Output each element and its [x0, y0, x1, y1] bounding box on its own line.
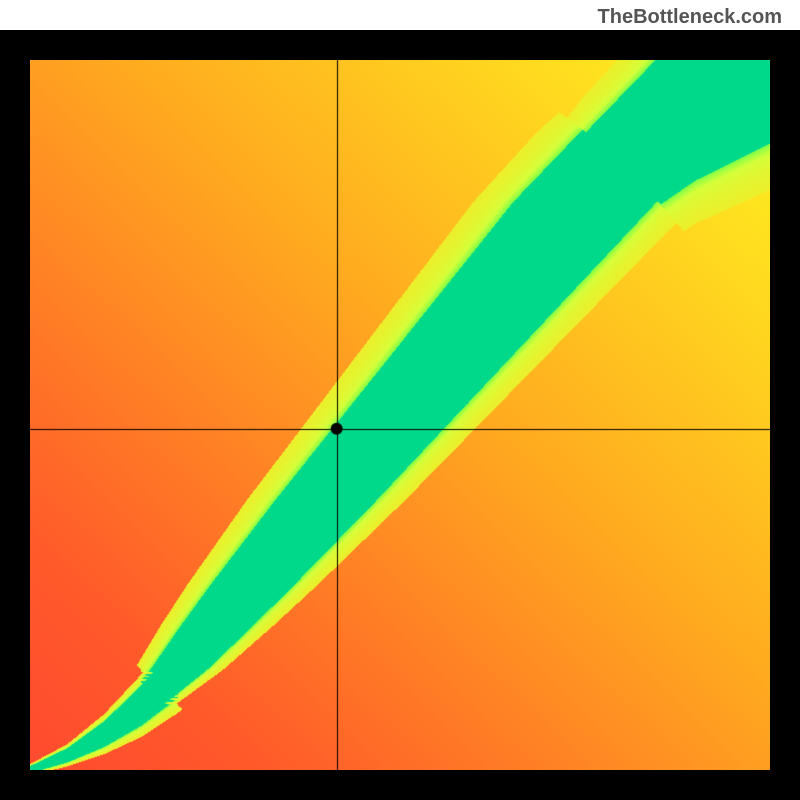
- outer-frame: [0, 30, 800, 800]
- chart-container: TheBottleneck.com: [0, 0, 800, 800]
- attribution-text: TheBottleneck.com: [598, 6, 782, 29]
- heatmap-canvas: [30, 60, 770, 770]
